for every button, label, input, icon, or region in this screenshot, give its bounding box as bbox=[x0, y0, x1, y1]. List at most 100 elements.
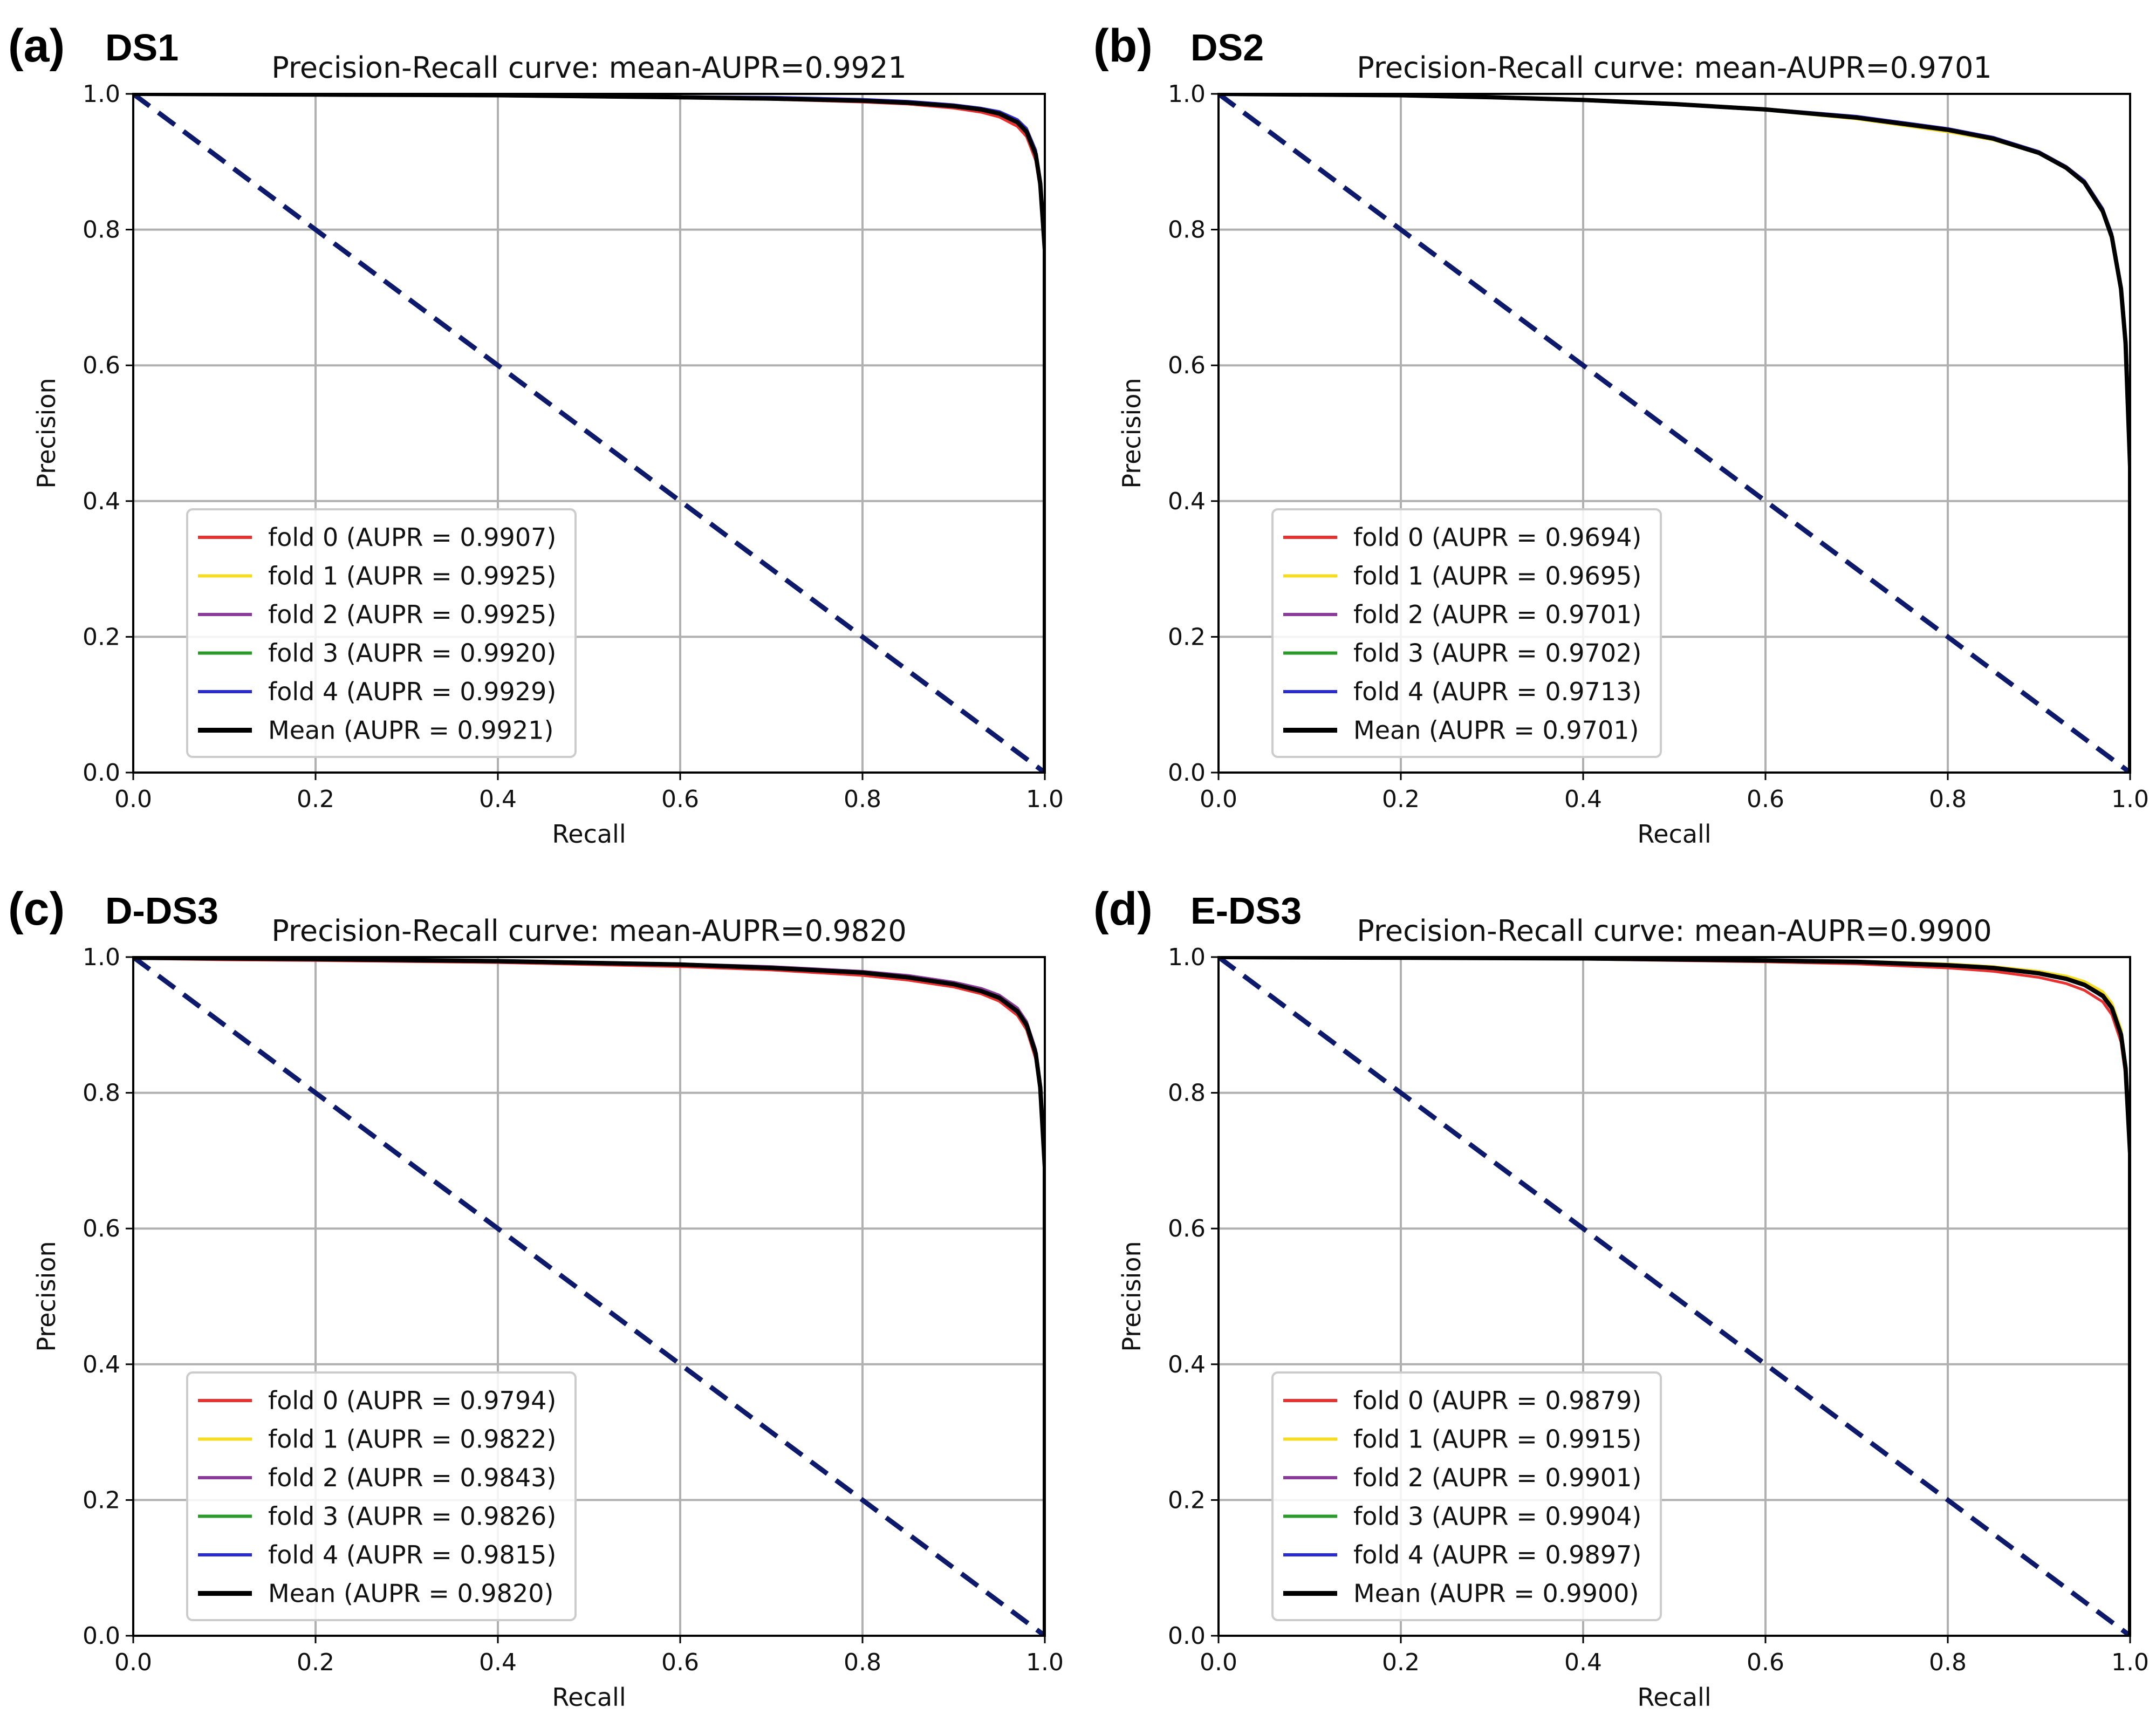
series-line-mean bbox=[133, 94, 1045, 773]
legend-box bbox=[1271, 1371, 1662, 1621]
y-tick-label: 0.0 bbox=[83, 759, 120, 787]
series-line-mean bbox=[1219, 94, 2130, 773]
series-line-mean bbox=[1219, 957, 2130, 1636]
legend-box bbox=[1271, 508, 1662, 758]
plot-area bbox=[133, 94, 1045, 773]
x-tick-label: 0.4 bbox=[479, 786, 517, 813]
legend-entry: Mean (AUPR = 0.9921) bbox=[268, 716, 553, 745]
y-tick-label: 0.0 bbox=[1168, 1622, 1206, 1650]
legend: fold 0 (AUPR = 0.9907) fold 1 (AUPR = 0.9… bbox=[186, 508, 577, 758]
legend-box bbox=[186, 508, 577, 758]
series-line-mean bbox=[133, 957, 1045, 1636]
legend-entry: fold 3 (AUPR = 0.9904) bbox=[1353, 1502, 1641, 1531]
y-tick-label: 1.0 bbox=[1168, 944, 1206, 971]
x-tick-label: 0.0 bbox=[114, 1649, 152, 1676]
y-axis-label: Precision bbox=[32, 1241, 61, 1351]
axes-frame bbox=[1217, 93, 2131, 774]
axes-frame bbox=[132, 956, 1046, 1637]
legend-entry: fold 1 (AUPR = 0.9822) bbox=[268, 1425, 556, 1454]
y-tick-label: 0.6 bbox=[83, 1215, 120, 1242]
legend-entry: Mean (AUPR = 0.9820) bbox=[268, 1579, 553, 1608]
panel-1: (b) DS2 Precision-Recall curve: mean-AUPR=… bbox=[1093, 20, 2149, 849]
panel-2: (c) D-DS3 Precision-Recall curve: mean-AUP… bbox=[8, 883, 1064, 1712]
legend-box bbox=[186, 1371, 577, 1621]
y-tick-label: 0.6 bbox=[1168, 1215, 1206, 1242]
panel-0: (a) DS1 Precision-Recall curve: mean-AUPR=… bbox=[8, 20, 1064, 849]
axes-frame bbox=[1217, 956, 2131, 1637]
legend-entry: fold 1 (AUPR = 0.9925) bbox=[268, 562, 556, 591]
chance-diagonal-line bbox=[133, 957, 1045, 1636]
legend-entry: fold 0 (AUPR = 0.9794) bbox=[268, 1386, 556, 1415]
dataset-name: DS2 bbox=[1190, 26, 1264, 69]
plot-area bbox=[1219, 94, 2130, 773]
y-tick-label: 0.2 bbox=[1168, 1486, 1206, 1514]
panel-letter: (a) bbox=[8, 20, 65, 72]
legend-entry: fold 1 (AUPR = 0.9915) bbox=[1353, 1425, 1641, 1454]
x-axis-label: Recall bbox=[1637, 1683, 1711, 1712]
axes-frame bbox=[132, 93, 1046, 774]
y-tick-label: 0.8 bbox=[1168, 1080, 1206, 1107]
legend: fold 0 (AUPR = 0.9694) fold 1 (AUPR = 0.9… bbox=[1271, 508, 1662, 758]
x-tick-label: 1.0 bbox=[2111, 786, 2149, 813]
y-tick-label: 1.0 bbox=[83, 80, 120, 108]
legend-entry: fold 4 (AUPR = 0.9929) bbox=[268, 677, 556, 706]
y-tick-label: 1.0 bbox=[1168, 80, 1206, 108]
legend-entry: fold 2 (AUPR = 0.9901) bbox=[1353, 1463, 1641, 1492]
y-tick-label: 0.8 bbox=[83, 216, 120, 244]
x-axis-label: Recall bbox=[1637, 819, 1711, 849]
legend-entry: fold 3 (AUPR = 0.9702) bbox=[1353, 639, 1641, 668]
legend-entry: fold 2 (AUPR = 0.9843) bbox=[268, 1463, 556, 1492]
dataset-name: D-DS3 bbox=[105, 890, 218, 932]
y-tick-label: 0.6 bbox=[83, 352, 120, 379]
y-tick-label: 0.4 bbox=[1168, 1351, 1206, 1378]
x-tick-label: 0.2 bbox=[297, 786, 334, 813]
y-tick-label: 0.8 bbox=[1168, 216, 1206, 244]
y-axis-label: Precision bbox=[1117, 378, 1146, 488]
y-tick-label: 0.2 bbox=[83, 623, 120, 651]
chance-diagonal-line bbox=[1219, 957, 2130, 1636]
y-axis-label: Precision bbox=[1117, 1241, 1146, 1351]
x-tick-label: 1.0 bbox=[1026, 1649, 1064, 1676]
y-tick-label: 0.4 bbox=[83, 488, 120, 515]
x-tick-label: 0.4 bbox=[1564, 786, 1602, 813]
legend: fold 0 (AUPR = 0.9879) fold 1 (AUPR = 0.9… bbox=[1271, 1371, 1662, 1621]
legend-entry: fold 4 (AUPR = 0.9713) bbox=[1353, 677, 1641, 706]
x-tick-label: 0.4 bbox=[479, 1649, 517, 1676]
y-tick-label: 0.4 bbox=[1168, 488, 1206, 515]
y-tick-label: 0.2 bbox=[1168, 623, 1206, 651]
x-tick-label: 1.0 bbox=[2111, 1649, 2149, 1676]
legend-entry: fold 0 (AUPR = 0.9907) bbox=[268, 523, 556, 552]
x-tick-label: 0.8 bbox=[1929, 786, 1967, 813]
legend-entry: fold 0 (AUPR = 0.9879) bbox=[1353, 1386, 1641, 1415]
x-axis-label: Recall bbox=[552, 819, 626, 849]
y-tick-label: 0.6 bbox=[1168, 352, 1206, 379]
panel-letter: (d) bbox=[1093, 883, 1153, 935]
x-tick-label: 0.6 bbox=[661, 786, 699, 813]
y-tick-label: 0.8 bbox=[83, 1080, 120, 1107]
panel-3: (d) E-DS3 Precision-Recall curve: mean-AUP… bbox=[1093, 883, 2149, 1712]
x-tick-label: 0.8 bbox=[844, 786, 881, 813]
legend-entry: fold 3 (AUPR = 0.9826) bbox=[268, 1502, 556, 1531]
x-axis-label: Recall bbox=[552, 1683, 626, 1712]
y-tick-label: 0.0 bbox=[1168, 759, 1206, 787]
legend-entry: fold 4 (AUPR = 0.9815) bbox=[268, 1540, 556, 1569]
chart-title: Precision-Recall curve: mean-AUPR=0.9900 bbox=[1357, 914, 1992, 948]
y-tick-label: 0.4 bbox=[83, 1351, 120, 1378]
dataset-name: DS1 bbox=[105, 26, 179, 69]
legend-entry: Mean (AUPR = 0.9900) bbox=[1353, 1579, 1639, 1608]
legend-entry: fold 3 (AUPR = 0.9920) bbox=[268, 639, 556, 668]
legend: fold 0 (AUPR = 0.9794) fold 1 (AUPR = 0.9… bbox=[186, 1371, 577, 1621]
chance-diagonal-line bbox=[1219, 94, 2130, 773]
x-tick-label: 0.4 bbox=[1564, 1649, 1602, 1676]
x-tick-label: 0.0 bbox=[1200, 786, 1237, 813]
plot-area bbox=[133, 957, 1045, 1636]
x-tick-label: 0.0 bbox=[114, 786, 152, 813]
x-tick-label: 0.2 bbox=[1382, 786, 1420, 813]
legend-entry: fold 2 (AUPR = 0.9701) bbox=[1353, 600, 1641, 629]
y-tick-label: 1.0 bbox=[83, 944, 120, 971]
legend-entry: fold 4 (AUPR = 0.9897) bbox=[1353, 1540, 1641, 1569]
x-tick-label: 0.8 bbox=[1929, 1649, 1967, 1676]
x-tick-label: 0.8 bbox=[844, 1649, 881, 1676]
chart-title: Precision-Recall curve: mean-AUPR=0.9701 bbox=[1357, 51, 1992, 85]
